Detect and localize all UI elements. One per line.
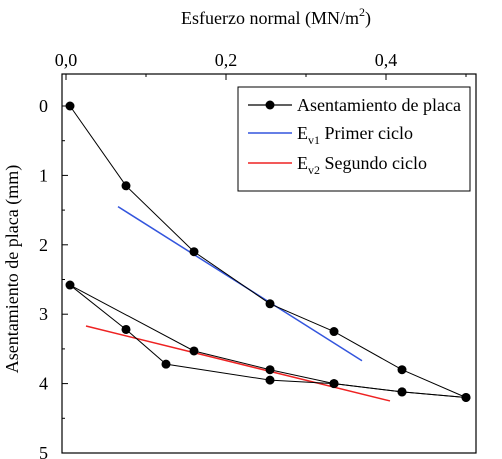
- y-tick-label: 0: [39, 96, 48, 116]
- legend-box: [237, 86, 471, 192]
- series-1-point: [397, 365, 407, 375]
- tick-labels: 0,0 0,2 0,4 0 1 2 3 4 5: [39, 50, 397, 459]
- y-tick-label: 1: [39, 165, 48, 185]
- legend-marker-series-1: [265, 100, 275, 110]
- x-tick-label: 0,4: [375, 50, 398, 70]
- series-1-point: [121, 324, 131, 334]
- legend-label-series-2: Ev1 Primer ciclo: [297, 123, 413, 147]
- x-axis-title: Esfuerzo normal (MN/m2): [181, 5, 371, 29]
- series-1-point: [329, 327, 339, 337]
- legend-label-series-2-sub: v1: [308, 133, 320, 147]
- y-tick-label: 4: [39, 374, 48, 394]
- legend-label-series-3: Ev2 Segundo ciclo: [297, 153, 427, 177]
- series-1-point: [189, 247, 199, 257]
- series-1-point: [121, 181, 131, 191]
- legend-label-series-2-main: E: [297, 123, 308, 143]
- y-tick-label: 5: [39, 443, 48, 459]
- x-axis-title-end: ): [365, 8, 371, 29]
- series-1-point: [397, 387, 407, 397]
- x-axis-title-main: Esfuerzo normal (MN/m: [181, 8, 359, 29]
- series-1-point: [461, 392, 471, 402]
- legend: Asentamiento de placa Ev1 Primer ciclo E…: [237, 86, 471, 192]
- series-1-point: [65, 101, 75, 111]
- series-1-point: [265, 365, 275, 375]
- y-axis-title: Asentamiento de placa (mm): [2, 165, 23, 373]
- plot-frame: [61, 73, 477, 454]
- series-layer: [65, 101, 471, 402]
- y-tick-label: 3: [39, 304, 48, 324]
- series-1-point: [265, 375, 275, 385]
- series-1-point: [265, 299, 275, 309]
- y-tick-label: 2: [39, 235, 48, 255]
- legend-label-series-3-rest: Segundo ciclo: [320, 153, 427, 173]
- y-axis-title-text: Asentamiento de placa (mm): [2, 165, 23, 373]
- legend-label-series-3-main: E: [297, 153, 308, 173]
- series-1-point: [65, 280, 75, 290]
- legend-label-series-1: Asentamiento de placa: [297, 95, 461, 115]
- series-1-point: [329, 379, 339, 389]
- series-1-point: [189, 346, 199, 356]
- x-tick-label: 0,0: [55, 50, 78, 70]
- axis-ticks: [62, 74, 467, 454]
- series-1-segment-3: [69, 284, 467, 398]
- legend-label-series-3-sub: v2: [308, 163, 320, 177]
- svg-text:Esfuerzo normal (MN/m2): Esfuerzo normal (MN/m2): [181, 5, 371, 29]
- x-axis-title-superscript: 2: [359, 5, 365, 19]
- series-1-point: [161, 359, 171, 369]
- x-tick-label: 0,2: [215, 50, 238, 70]
- legend-label-series-2-rest: Primer ciclo: [320, 123, 413, 143]
